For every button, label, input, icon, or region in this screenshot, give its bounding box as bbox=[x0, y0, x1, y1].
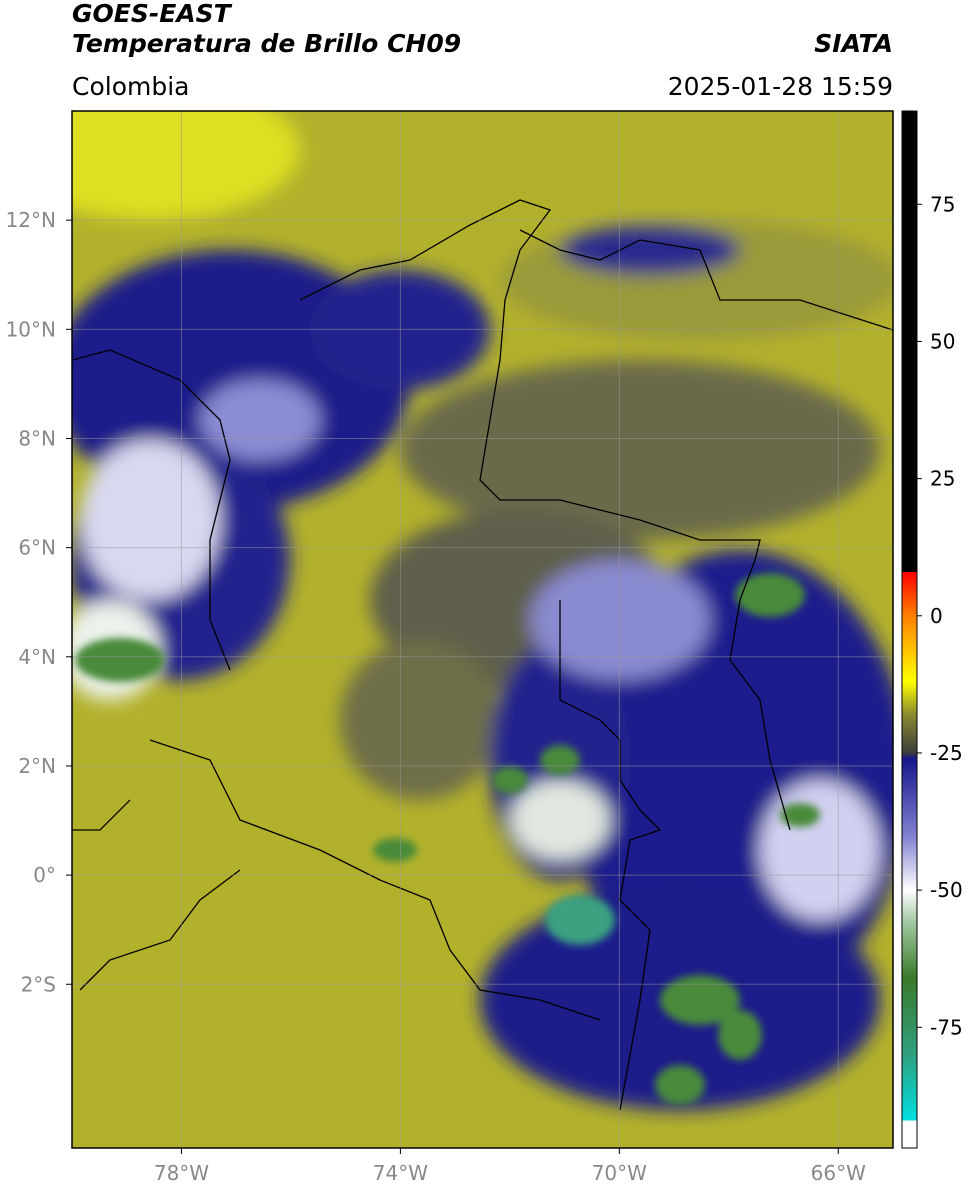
lat-tick-label: 12°N bbox=[6, 208, 56, 232]
colorbar-tick-label: 0 bbox=[930, 604, 943, 628]
lat-tick-label: 2°N bbox=[18, 754, 56, 778]
lon-tick-label: 70°W bbox=[592, 1161, 647, 1185]
colorbar bbox=[901, 110, 918, 1149]
source: SIATA bbox=[814, 29, 893, 58]
subtitle: Temperatura de Brillo CH09 bbox=[72, 29, 461, 58]
colorbar-tick-label: -50 bbox=[930, 878, 963, 902]
colorbar-tick-label: -25 bbox=[930, 741, 963, 765]
title: GOES-EAST bbox=[72, 0, 233, 28]
lat-tick-label: 8°N bbox=[18, 426, 56, 450]
lat-tick-label: 2°S bbox=[21, 972, 56, 996]
lat-tick-label: 4°N bbox=[18, 645, 56, 669]
lon-tick-label: 66°W bbox=[811, 1161, 866, 1185]
borders bbox=[72, 199, 893, 1111]
timestamp: 2025-01-28 15:59 bbox=[668, 72, 893, 101]
colorbar-tick-label: 75 bbox=[930, 192, 955, 216]
colorbar-tick-label: 50 bbox=[930, 329, 955, 353]
satellite-image bbox=[72, 111, 893, 1148]
colorbar-tick-label: 25 bbox=[930, 467, 955, 491]
map-frame bbox=[71, 110, 894, 1149]
lon-tick-label: 78°W bbox=[154, 1161, 209, 1185]
lon-tick-label: 74°W bbox=[373, 1161, 428, 1185]
lat-tick-label: 0° bbox=[33, 863, 56, 887]
lat-tick-label: 10°N bbox=[6, 317, 56, 341]
lat-tick-label: 6°N bbox=[18, 536, 56, 560]
colorbar-tick-label: -75 bbox=[930, 1015, 963, 1039]
region: Colombia bbox=[72, 72, 189, 101]
